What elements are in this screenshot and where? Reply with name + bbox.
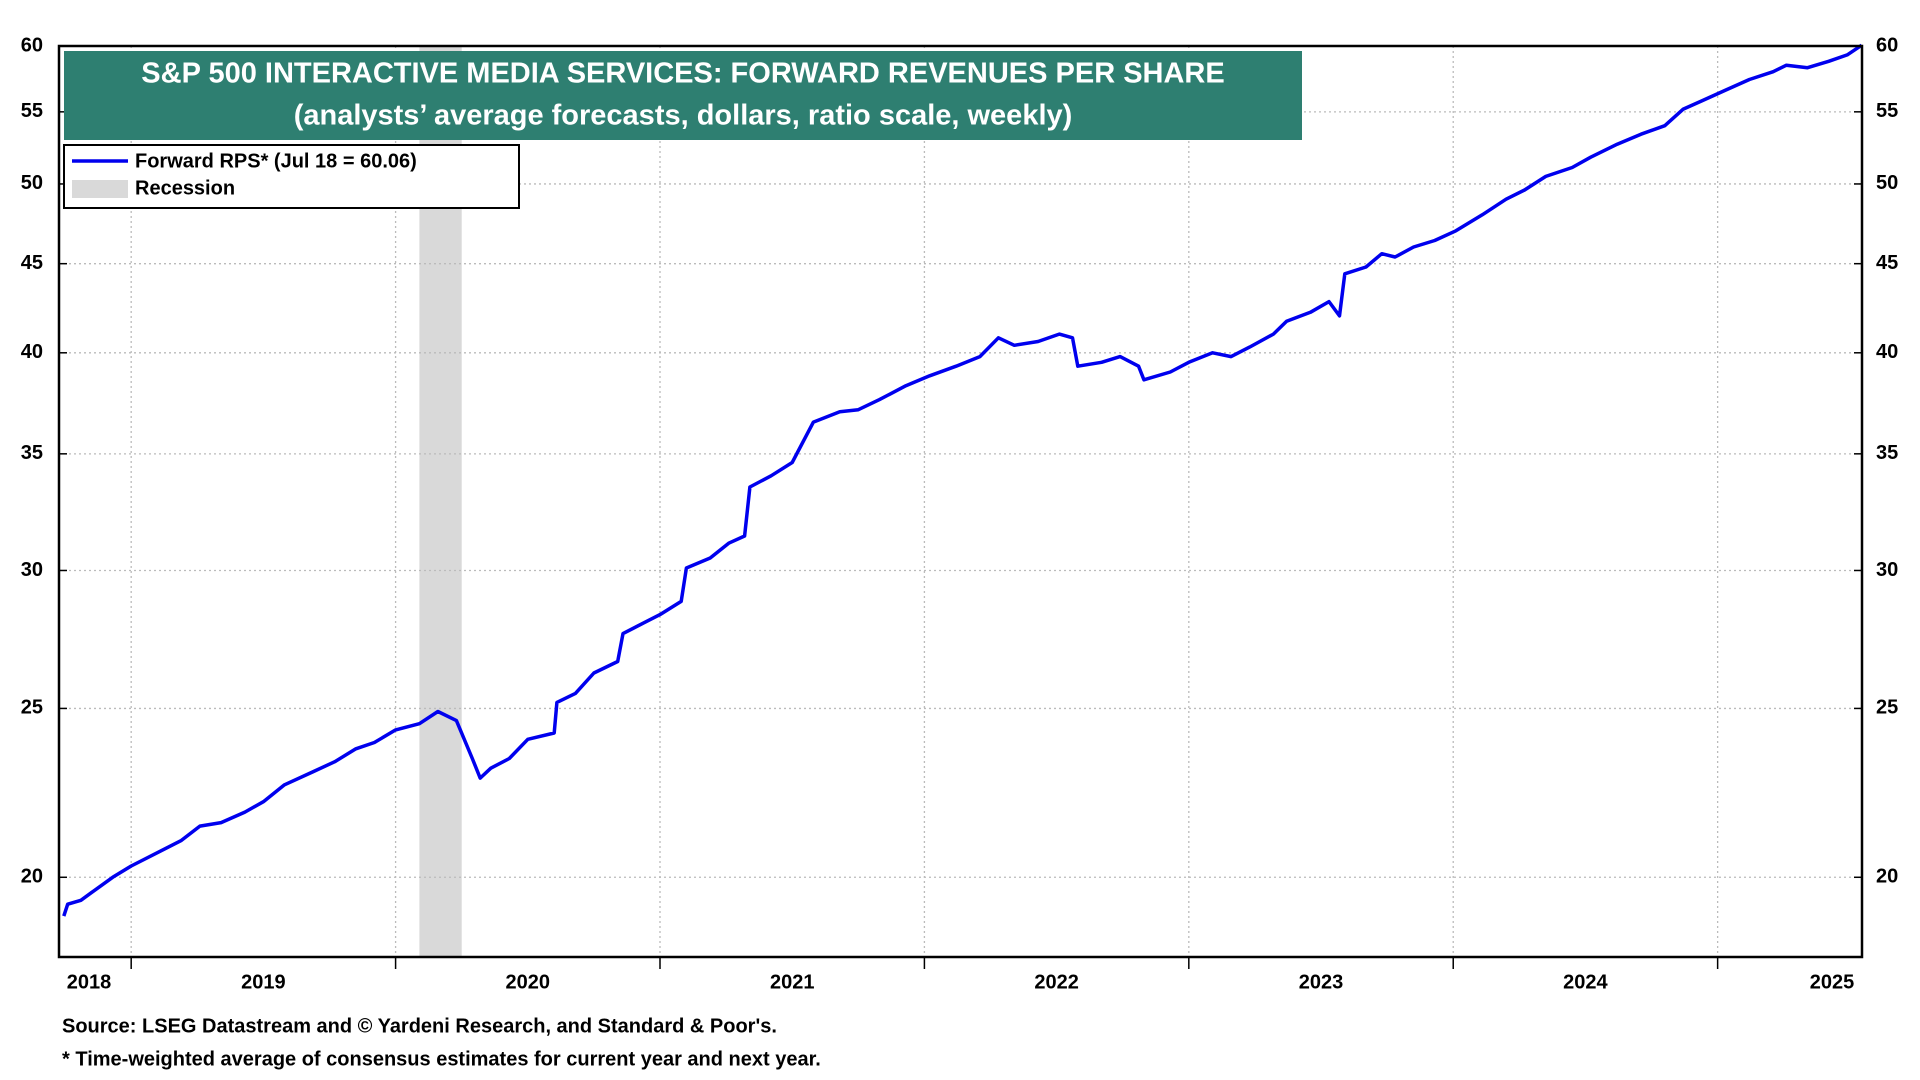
y-tick-label: 60 <box>21 34 43 56</box>
y-tick-label-right: 50 <box>1876 172 1898 194</box>
x-tick-label: 2019 <box>241 971 286 993</box>
title-box <box>64 51 1302 140</box>
footnote: * Time-weighted average of consensus est… <box>62 1048 821 1070</box>
y-tick-label-right: 55 <box>1876 100 1898 122</box>
x-tick-label: 2021 <box>770 971 815 993</box>
x-tick-label: 2018 <box>67 971 112 993</box>
y-tick-label-right: 40 <box>1876 341 1898 363</box>
y-tick-label: 55 <box>21 100 43 122</box>
y-tick-label: 50 <box>21 172 43 194</box>
y-tick-label: 25 <box>21 697 43 719</box>
y-tick-label: 45 <box>21 252 43 274</box>
x-tick-label: 2024 <box>1563 971 1608 993</box>
x-tick-label: 2022 <box>1034 971 1079 993</box>
legend-label: Recession <box>135 177 235 199</box>
legend-label: Forward RPS* (Jul 18 = 60.06) <box>135 150 417 172</box>
y-tick-label-right: 20 <box>1876 866 1898 888</box>
y-tick-label: 40 <box>21 341 43 363</box>
y-tick-label-right: 35 <box>1876 442 1898 464</box>
footnote: Source: LSEG Datastream and © Yardeni Re… <box>62 1015 777 1037</box>
x-tick-label: 2020 <box>506 971 551 993</box>
legend-box <box>63 144 520 209</box>
y-tick-label: 20 <box>21 866 43 888</box>
chart-title: S&P 500 INTERACTIVE MEDIA SERVICES: FORW… <box>141 58 1224 90</box>
y-tick-label-right: 25 <box>1876 697 1898 719</box>
legend-swatch <box>72 180 128 198</box>
chart-subtitle: (analysts’ average forecasts, dollars, r… <box>294 100 1073 132</box>
x-tick-label: 2023 <box>1299 971 1344 993</box>
y-tick-label: 35 <box>21 442 43 464</box>
series-line <box>62 43 1863 917</box>
plot-frame <box>57 44 1864 959</box>
y-tick-label-right: 45 <box>1876 252 1898 274</box>
y-tick-label-right: 60 <box>1876 34 1898 56</box>
y-tick-label-right: 30 <box>1876 559 1898 581</box>
x-tick-label: 2025 <box>1810 971 1855 993</box>
y-tick-label: 30 <box>21 559 43 581</box>
